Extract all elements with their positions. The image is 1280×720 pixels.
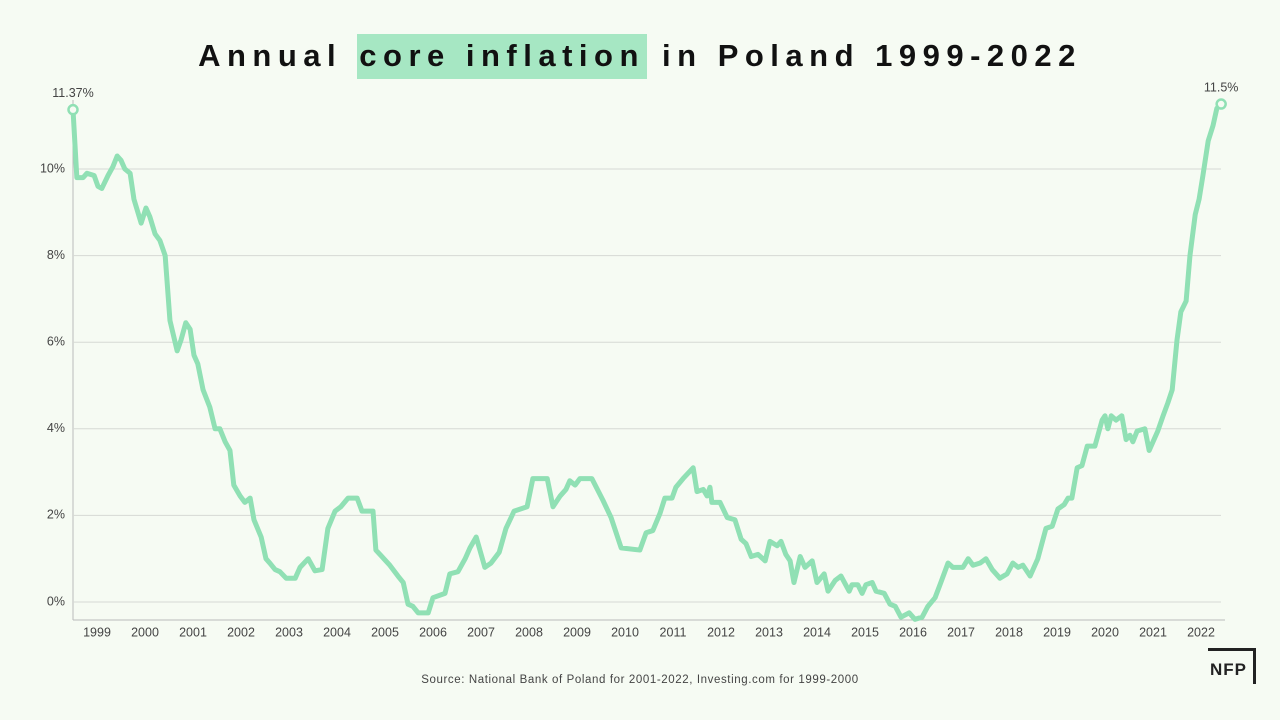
x-tick-label: 2004 (323, 625, 351, 639)
data-label: 11.37% (52, 86, 93, 100)
source-note: Source: National Bank of Poland for 2001… (421, 674, 859, 686)
y-tick-label: 2% (47, 508, 65, 522)
title-text: in Poland 1999-2022 (662, 38, 1082, 73)
x-tick-label: 2009 (563, 625, 591, 639)
y-tick-label: 10% (40, 161, 65, 175)
x-tick-label: 2001 (179, 625, 207, 639)
end-marker (67, 103, 79, 116)
x-tick-label: 2021 (1139, 625, 1167, 639)
logo: NFP (1208, 648, 1256, 684)
x-tick-label: 2014 (803, 625, 831, 639)
x-tick-label: 2017 (947, 625, 975, 639)
x-tick-label: 2003 (275, 625, 303, 639)
x-tick-label: 2022 (1187, 625, 1215, 639)
title-highlight: core inflation (357, 34, 647, 79)
x-tick-label: 2015 (851, 625, 879, 639)
end-marker (1215, 98, 1227, 110)
y-tick-label: 6% (47, 334, 65, 348)
chart-title: Annual core inflation in Poland 1999-202… (0, 34, 1280, 79)
x-tick-label: 2008 (515, 625, 543, 639)
x-tick-label: 2020 (1091, 625, 1119, 639)
x-tick-label: 2012 (707, 625, 735, 639)
x-tick-label: 2002 (227, 625, 255, 639)
x-tick-label: 2018 (995, 625, 1023, 639)
x-tick-label: 2006 (419, 625, 447, 639)
x-tick-label: 2011 (660, 625, 687, 639)
x-tick-label: 1999 (83, 625, 111, 639)
x-tick-label: 2010 (611, 625, 639, 639)
x-tick-label: 2005 (371, 625, 399, 639)
x-tick-label: 2019 (1043, 625, 1071, 639)
x-tick-label: 2007 (467, 625, 495, 639)
data-line (70, 101, 1224, 622)
title-text: Annual (198, 38, 343, 73)
x-tick-label: 2013 (755, 625, 783, 639)
x-tick-label: 2016 (899, 625, 927, 639)
y-tick-label: 0% (47, 594, 65, 608)
y-tick-label: 4% (47, 421, 65, 435)
y-tick-label: 8% (47, 248, 65, 262)
data-label: 11.5% (1204, 80, 1239, 94)
x-tick-label: 2000 (131, 625, 159, 639)
